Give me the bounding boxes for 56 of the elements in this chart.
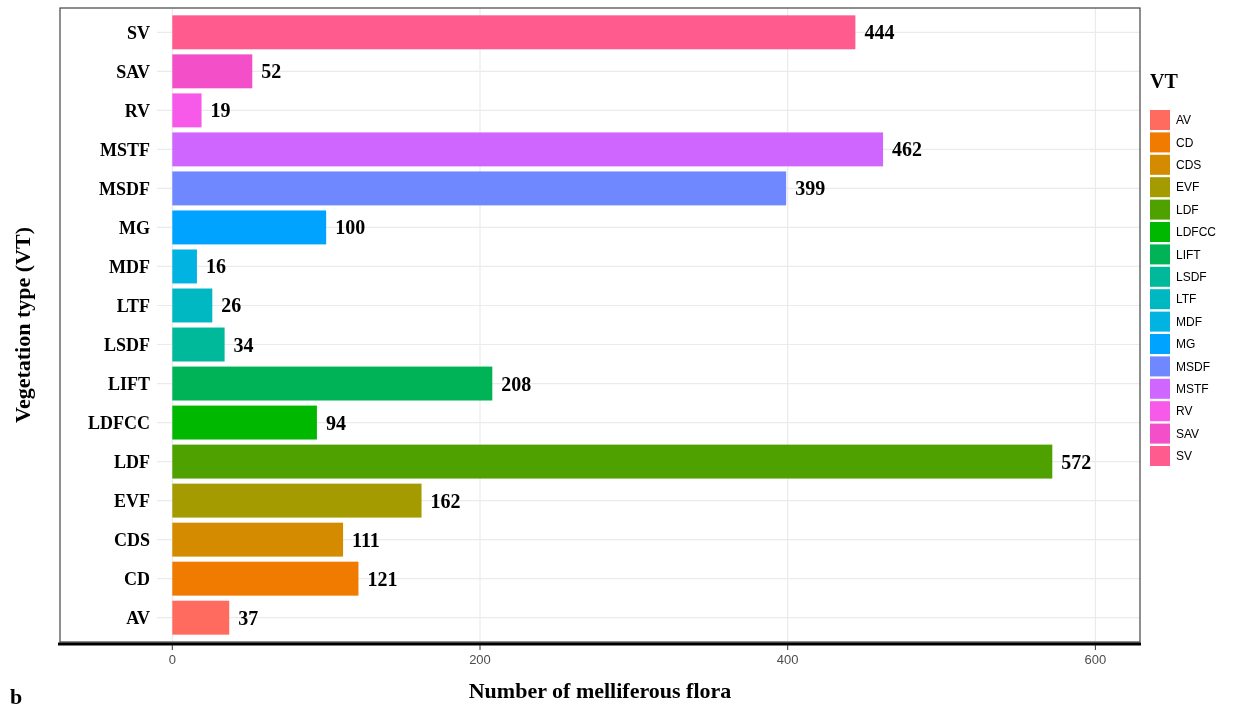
y-tick-label: CD xyxy=(124,568,150,589)
legend-title: VT xyxy=(1150,70,1179,92)
legend-label: LDFCC xyxy=(1176,225,1217,240)
data-label: 462 xyxy=(892,138,923,161)
y-tick-label: MSDF xyxy=(99,178,150,199)
legend-label: RV xyxy=(1176,404,1193,419)
legend-label: LDF xyxy=(1176,202,1199,217)
y-tick-label: LIFT xyxy=(107,373,150,394)
legend-label: LIFT xyxy=(1176,247,1202,262)
x-tick-label: 0 xyxy=(168,652,176,667)
data-label: 34 xyxy=(233,333,254,356)
data-label: 572 xyxy=(1061,450,1092,473)
y-tick-label: AV xyxy=(126,607,150,628)
data-label: 37 xyxy=(238,606,259,629)
legend-label: EVF xyxy=(1176,180,1200,195)
y-tick-label: MSTF xyxy=(99,139,150,160)
legend-label: LTF xyxy=(1176,292,1197,307)
data-label: 16 xyxy=(205,255,226,278)
y-tick-label: SAV xyxy=(116,61,150,82)
y-tick-label: LTF xyxy=(116,295,150,316)
y-axis-title: Vegetation type (VT) xyxy=(10,227,35,423)
data-label: 208 xyxy=(501,372,532,395)
legend-label: MSTF xyxy=(1176,382,1209,396)
data-label: 111 xyxy=(352,528,380,551)
y-tick-label: LDFCC xyxy=(88,412,150,433)
x-axis-title: Number of melliferous flora xyxy=(468,678,732,703)
legend-label: AV xyxy=(1176,113,1192,128)
legend-label: SAV xyxy=(1176,426,1200,441)
data-label: 19 xyxy=(210,99,231,122)
x-tick-label: 600 xyxy=(1084,652,1107,667)
y-tick-label: MDF xyxy=(109,256,150,277)
y-tick-label: SV xyxy=(126,22,150,43)
y-tick-label: RV xyxy=(124,100,150,121)
legend-label: MDF xyxy=(1176,314,1202,329)
y-tick-label: LDF xyxy=(114,451,150,472)
data-label: 121 xyxy=(367,567,398,590)
data-label: 162 xyxy=(430,489,461,512)
legend-label: CDS xyxy=(1176,158,1202,172)
legend-label: MSDF xyxy=(1176,359,1210,374)
data-label: 94 xyxy=(325,411,346,434)
y-tick-label: CDS xyxy=(113,529,150,550)
x-tick-label: 400 xyxy=(776,652,799,667)
y-tick-label: LSDF xyxy=(103,334,150,355)
legend-label: MG xyxy=(1176,337,1196,352)
legend-label: SV xyxy=(1176,449,1193,464)
y-tick-label: EVF xyxy=(114,490,150,511)
legend-label: CD xyxy=(1176,135,1194,150)
text: b xyxy=(10,684,23,708)
x-tick-label: 200 xyxy=(469,652,491,667)
data-label: 444 xyxy=(864,21,895,44)
legend-label: LSDF xyxy=(1176,270,1207,284)
data-label: 52 xyxy=(261,60,282,83)
data-label: 399 xyxy=(795,177,826,200)
data-label: 26 xyxy=(221,294,242,317)
y-tick-label: MG xyxy=(119,217,150,238)
data-label: 100 xyxy=(335,216,366,239)
